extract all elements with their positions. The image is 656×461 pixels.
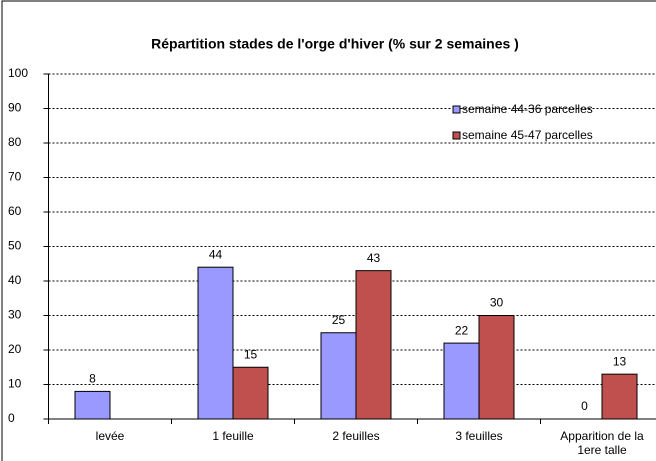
bar bbox=[478, 315, 515, 420]
y-tick-label: 80 bbox=[8, 135, 22, 149]
data-label: 15 bbox=[244, 347, 258, 361]
y-tick-label: 30 bbox=[8, 308, 22, 322]
data-label: 25 bbox=[332, 313, 346, 327]
y-tick-label: 70 bbox=[8, 170, 22, 184]
data-label: 8 bbox=[89, 372, 96, 386]
y-tick-label: 50 bbox=[8, 239, 22, 253]
x-tick-label: 3 feuilles bbox=[455, 429, 503, 443]
legend-swatch bbox=[452, 105, 461, 114]
bar bbox=[232, 366, 269, 420]
x-tick-label: 2 feuilles bbox=[332, 429, 380, 443]
bar bbox=[320, 332, 357, 420]
data-label: 0 bbox=[581, 399, 588, 413]
data-label: 13 bbox=[613, 354, 627, 368]
y-tick-label: 20 bbox=[8, 342, 22, 356]
x-tick-label: 1 feuille bbox=[212, 429, 254, 443]
y-tick-label: 40 bbox=[8, 273, 22, 287]
y-tick-label: 10 bbox=[8, 377, 22, 391]
chart-title: Répartition stades de l'orge d'hiver (% … bbox=[151, 36, 519, 52]
bar bbox=[74, 390, 111, 420]
bar bbox=[197, 266, 234, 420]
bar bbox=[601, 373, 638, 420]
data-label: 44 bbox=[209, 247, 223, 261]
bar bbox=[355, 270, 392, 420]
y-tick-label: 90 bbox=[8, 101, 22, 115]
bar bbox=[443, 342, 480, 420]
legend-label: semaine 44-36 parcelles bbox=[462, 102, 593, 116]
data-label: 22 bbox=[455, 323, 469, 337]
x-tick-label: levée bbox=[95, 429, 125, 443]
y-tick-label: 0 bbox=[8, 411, 15, 425]
y-tick-label: 60 bbox=[8, 204, 22, 218]
legend-swatch bbox=[452, 131, 461, 140]
y-tick-label: 100 bbox=[8, 66, 28, 80]
data-label: 30 bbox=[490, 296, 504, 310]
x-tick-label: Apparition de la 1ere talle bbox=[560, 429, 644, 457]
legend-label: semaine 45-47 parcelles bbox=[462, 128, 593, 142]
data-label: 43 bbox=[367, 251, 381, 265]
